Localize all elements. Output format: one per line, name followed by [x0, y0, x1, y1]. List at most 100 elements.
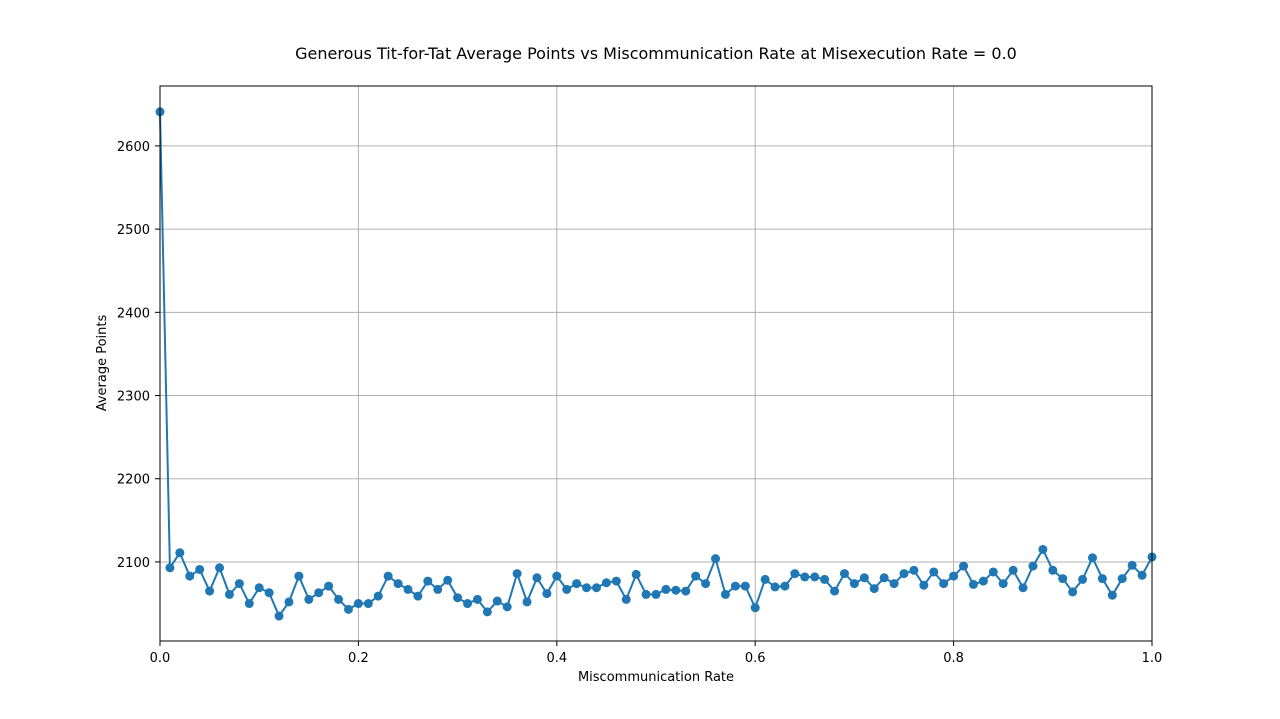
- y-tick-label: 2500: [117, 223, 150, 238]
- data-point: [343, 604, 353, 614]
- data-point: [383, 571, 393, 581]
- data-point: [1097, 574, 1107, 584]
- y-tick-label: 2100: [117, 556, 150, 571]
- y-tick-label: 2300: [117, 390, 150, 405]
- data-point: [790, 569, 800, 579]
- data-point: [780, 581, 790, 591]
- x-axis-label: Miscommunication Rate: [578, 670, 734, 685]
- data-point: [839, 569, 849, 579]
- data-point: [1107, 590, 1117, 600]
- data-point: [205, 586, 215, 596]
- y-tick-label: 2200: [117, 473, 150, 488]
- data-point: [195, 564, 205, 574]
- data-point: [254, 583, 264, 593]
- data-point: [879, 573, 889, 583]
- series-line: [159, 111, 1153, 619]
- data-point: [1068, 587, 1078, 597]
- data-point: [403, 584, 413, 594]
- data-point: [175, 548, 185, 558]
- data-point: [215, 563, 225, 573]
- data-point: [264, 588, 274, 598]
- data-point: [631, 569, 641, 579]
- data-point: [512, 569, 522, 579]
- data-point: [443, 575, 453, 585]
- data-point: [224, 589, 234, 599]
- data-point: [978, 576, 988, 586]
- data-point: [502, 602, 512, 612]
- axis-ticks: 0.0 0.2 0.4 0.6 0.8 1.0 2100 2200 2300 2400 2500 26…: [117, 140, 1162, 666]
- data-point: [284, 597, 294, 607]
- data-point: [730, 581, 740, 591]
- data-point: [165, 563, 175, 573]
- data-point: [959, 561, 969, 571]
- x-tick-label: 1.0: [1142, 651, 1163, 666]
- data-point: [1137, 570, 1147, 580]
- data-point: [830, 586, 840, 596]
- data-point: [274, 611, 284, 621]
- data-point: [552, 571, 562, 581]
- data-point: [651, 589, 661, 599]
- data-point: [929, 567, 939, 577]
- data-point: [998, 579, 1008, 589]
- data-point: [1018, 583, 1028, 593]
- data-point: [849, 579, 859, 589]
- data-point: [334, 594, 344, 604]
- data-point: [1048, 565, 1058, 575]
- data-point: [919, 580, 929, 590]
- chart-title: Generous Tit-for-Tat Average Points vs M…: [295, 44, 1017, 63]
- data-point: [1127, 560, 1137, 570]
- data-point: [482, 607, 492, 617]
- data-point: [314, 588, 324, 598]
- data-point: [899, 569, 909, 579]
- y-axis-label: Average Points: [95, 314, 110, 411]
- data-point: [949, 571, 959, 581]
- data-point: [681, 586, 691, 596]
- data-point: [522, 597, 532, 607]
- data-point: [324, 581, 334, 591]
- data-point: [453, 593, 463, 603]
- data-point: [472, 594, 482, 604]
- data-point: [393, 579, 403, 589]
- data-point: [909, 565, 919, 575]
- data-point: [691, 571, 701, 581]
- data-point: [1008, 565, 1018, 575]
- data-point: [1058, 574, 1068, 584]
- data-point: [711, 554, 721, 564]
- data-point: [889, 579, 899, 589]
- data-point: [185, 571, 195, 581]
- data-point: [1078, 574, 1088, 584]
- data-point: [1087, 553, 1097, 563]
- data-point: [621, 594, 631, 604]
- data-point: [542, 589, 552, 599]
- x-tick-label: 0.0: [150, 651, 171, 666]
- y-tick-label: 2600: [117, 140, 150, 155]
- data-point: [492, 596, 502, 606]
- data-point: [572, 579, 582, 589]
- plot-area-frame: [159, 85, 1153, 642]
- data-point: [939, 579, 949, 589]
- data-point: [820, 574, 830, 584]
- data-point: [562, 584, 572, 594]
- data-point: [413, 591, 423, 601]
- data-point: [720, 589, 730, 599]
- x-tick-label: 0.2: [348, 651, 369, 666]
- data-point: [611, 576, 621, 586]
- data-point: [363, 599, 373, 609]
- data-point: [373, 591, 383, 601]
- data-point: [671, 585, 681, 595]
- data-point: [661, 584, 671, 594]
- data-point: [988, 567, 998, 577]
- x-tick-label: 0.8: [943, 651, 964, 666]
- data-point: [770, 582, 780, 592]
- data-point: [294, 571, 304, 581]
- data-point: [750, 603, 760, 613]
- data-point: [244, 599, 254, 609]
- data-point: [234, 579, 244, 589]
- x-tick-label: 0.4: [546, 651, 567, 666]
- data-point: [701, 579, 711, 589]
- data-point: [463, 599, 473, 609]
- data-point: [1038, 544, 1048, 554]
- data-point: [304, 594, 314, 604]
- data-point: [433, 584, 443, 594]
